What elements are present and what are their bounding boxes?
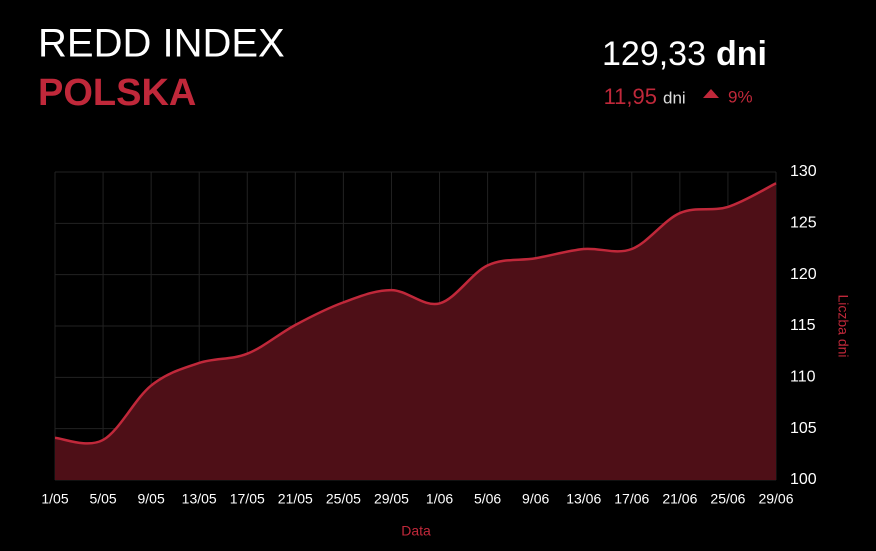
x-tick-label: 17/06 xyxy=(614,491,649,507)
area xyxy=(55,183,776,480)
current-value: 129,33 xyxy=(602,35,706,73)
x-tick-label: 1/06 xyxy=(426,491,453,507)
x-tick-label: 25/06 xyxy=(710,491,745,507)
x-tick-label: 29/05 xyxy=(374,491,409,507)
y-tick-label: 110 xyxy=(790,369,816,386)
change-value: 11,95 xyxy=(604,84,657,109)
y-axis-title: Liczba dni xyxy=(835,294,851,357)
x-tick-label: 13/06 xyxy=(566,491,601,507)
x-tick-label: 9/05 xyxy=(138,491,165,507)
x-tick-label: 5/06 xyxy=(474,491,501,507)
line xyxy=(54,182,777,445)
x-tick-label: 29/06 xyxy=(758,491,793,507)
x-tick-label: 21/06 xyxy=(662,491,697,507)
x-tick-label: 21/05 xyxy=(278,491,313,507)
x-tick-label: 5/05 xyxy=(89,491,116,507)
x-tick-label: 13/05 xyxy=(182,491,217,507)
up-arrow xyxy=(703,89,719,98)
change-unit: dni xyxy=(663,88,686,107)
x-tick-label: 9/06 xyxy=(522,491,549,507)
current-unit: dni xyxy=(716,35,767,73)
y-tick-label: 105 xyxy=(790,420,817,437)
x-tick-label: 25/05 xyxy=(326,491,361,507)
x-tick-label: 1/05 xyxy=(41,491,68,507)
change-percent: 9% xyxy=(728,87,753,106)
x-axis-title: Data xyxy=(401,523,431,539)
y-tick-label: 100 xyxy=(790,471,817,488)
subtitle: POLSKA xyxy=(38,72,196,114)
y-tick-label: 120 xyxy=(790,266,817,283)
y-tick-label: 130 xyxy=(790,163,817,180)
y-tick-label: 115 xyxy=(790,317,816,334)
x-tick-label: 17/05 xyxy=(230,491,265,507)
y-tick-label: 125 xyxy=(790,215,817,232)
title: REDD INDEX xyxy=(38,22,285,66)
